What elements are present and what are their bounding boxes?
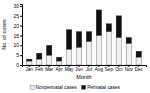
tick-label: May: [65, 67, 74, 72]
y-axis: 0 5 10 15 20 25 30: [13, 3, 22, 68]
y-tick: 10: [13, 42, 22, 48]
x-tick: Dec: [135, 65, 144, 72]
bar: [106, 32, 111, 65]
tick-label: Apr: [56, 67, 64, 72]
y-tick: 0: [16, 62, 22, 68]
tick-label: 20: [13, 23, 19, 29]
bar: [136, 57, 141, 65]
tick-label: Jul: [86, 67, 92, 72]
tick-mark: [20, 45, 22, 46]
x-tick: Sep: [105, 65, 114, 72]
series: [26, 32, 141, 65]
tick-mark: [20, 65, 22, 66]
tick-label: 5: [16, 52, 19, 58]
legend-item: Nonperinatal cases: [30, 85, 77, 90]
x-axis: JanFebMarAprMayJunJulAugSepOctNovDec: [23, 65, 147, 72]
bar: [56, 61, 61, 65]
tick-label: Oct: [115, 67, 123, 72]
tick-label: 0: [16, 62, 19, 68]
x-tick: Apr: [56, 65, 64, 72]
bar: [26, 59, 31, 61]
bar: [66, 49, 71, 65]
bar: [66, 30, 71, 50]
tick-label: Sep: [105, 67, 114, 72]
legend-item: Perinatal cases: [82, 85, 121, 90]
x-tick: Mar: [45, 65, 53, 72]
tick-label: Dec: [135, 67, 144, 72]
bar: [46, 55, 51, 65]
x-tick: May: [65, 65, 74, 72]
tick-label: Aug: [95, 67, 104, 72]
y-tick: 5: [16, 52, 22, 58]
tick-mark: [20, 16, 22, 17]
bar: [86, 32, 91, 42]
bar: [86, 41, 91, 65]
series: [26, 10, 141, 61]
x-tick: Oct: [115, 65, 123, 72]
bars: [26, 10, 141, 65]
tick-label: Nov: [125, 67, 134, 72]
legend: Nonperinatal cases Perinatal cases: [30, 85, 120, 90]
x-tick: Jul: [86, 65, 92, 72]
x-tick: Jan: [26, 65, 34, 72]
tick-label: 25: [13, 13, 19, 19]
bar: [36, 53, 41, 59]
tick-label: 10: [13, 42, 19, 48]
tick-mark: [20, 6, 22, 7]
tick-label: Jun: [75, 67, 83, 72]
y-axis-title: No. of cases: [1, 19, 7, 50]
y-tick: 15: [13, 33, 22, 39]
chart: JanFebMarAprMayJunJulAugSepOctNovDec 0 5 10…: [0, 0, 150, 93]
x-tick: Aug: [95, 65, 104, 72]
bar: [106, 24, 111, 32]
tick-mark: [20, 55, 22, 56]
bar: [36, 59, 41, 65]
bar: [76, 32, 81, 48]
y-tick: 30: [13, 3, 22, 9]
legend-swatch: [82, 85, 86, 89]
legend-swatch: [30, 85, 34, 89]
bar: [56, 57, 61, 61]
y-tick: 20: [13, 23, 22, 29]
bar: [116, 37, 121, 65]
bar: [76, 47, 81, 65]
tick-label: Mar: [45, 67, 53, 72]
bar: [26, 61, 31, 65]
plot: JanFebMarAprMayJunJulAugSepOctNovDec 0 5 10…: [13, 3, 146, 72]
bar: [126, 37, 131, 43]
x-axis-title: Month: [76, 74, 91, 80]
tick-label: 15: [13, 33, 19, 39]
x-tick: Nov: [125, 65, 134, 72]
x-tick: Feb: [35, 65, 43, 72]
tick-label: Jan: [26, 67, 34, 72]
bar: [96, 10, 101, 36]
legend-label: Perinatal cases: [87, 85, 120, 90]
y-tick: 25: [13, 13, 22, 19]
legend-label: Nonperinatal cases: [36, 85, 78, 90]
bar: [96, 35, 101, 65]
x-tick: Jun: [75, 65, 83, 72]
bar: [126, 43, 131, 65]
axis-line: [20, 5, 23, 66]
bar: [46, 45, 51, 55]
tick-label: Feb: [35, 67, 43, 72]
tick-label: 30: [13, 3, 19, 9]
bar: [116, 16, 121, 38]
tick-mark: [20, 35, 22, 36]
tick-mark: [20, 26, 22, 27]
bar: [136, 51, 141, 57]
